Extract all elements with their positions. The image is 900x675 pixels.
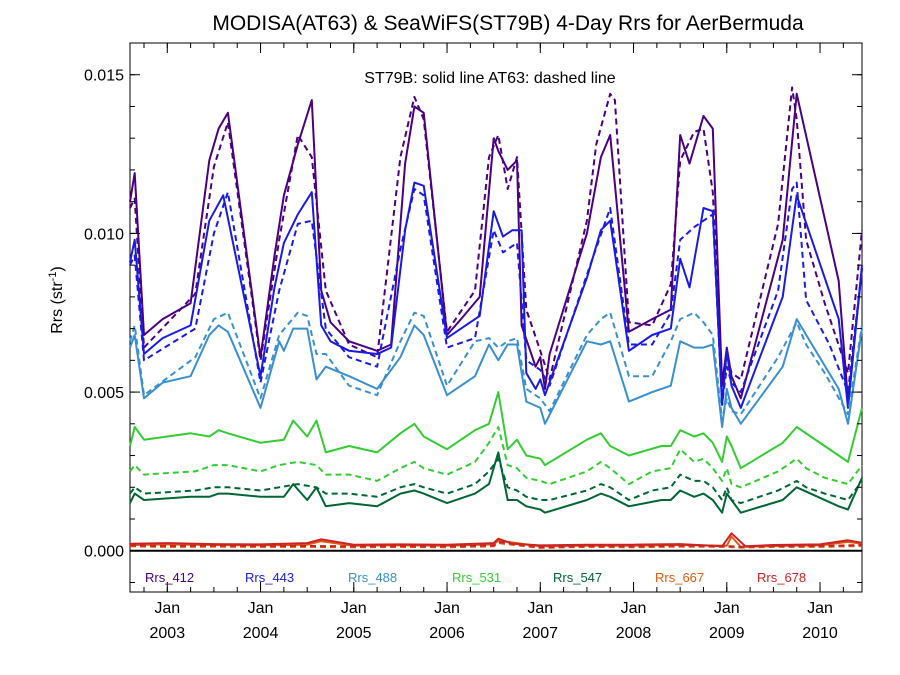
series-rrs-531-st79b-line [129,391,863,470]
x-tick-year-label: 2009 [709,625,745,642]
y-tick-label: 0.005 [84,385,124,402]
x-tick-year-label: 2008 [616,625,652,642]
legend-entry: Rrs_667 [655,570,704,585]
x-tick-month-label: Jan [434,600,460,617]
series-rrs-488-at63-line [129,311,863,422]
y-axis-label-close: ) [49,266,66,271]
y-axis: 0.000 0.005 0.010 0.015 [84,68,862,583]
legend-entry: Rrs_678 [757,570,806,585]
line-style-annotation: ST79B: solid line AT63: dashed line [364,70,616,87]
series-rrs-547-st79b-line [129,451,863,514]
x-tick-month-label: Jan [248,600,274,617]
series-rrs-531-at63-line [129,426,863,489]
legend: Rrs_412 Rrs_443 Rrs_488 Rrs_531 Rrs_547 Rrs_6… [145,570,806,585]
y-tick-label: 0.015 [84,68,124,85]
plot-frame [129,42,863,593]
x-tick-year-label: 2003 [150,625,186,642]
legend-entry: Rrs_488 [348,570,397,585]
x-tick-year-label: 2007 [522,625,558,642]
series-rrs-412-at63-line [129,86,863,381]
series-rrs-443-at63-line [129,181,863,406]
x-tick-month-label: Jan [154,600,180,617]
x-tick-month-label: Jan [527,600,553,617]
series-rrs-547-at63-line [129,457,863,505]
y-tick-label: 0.010 [84,226,124,243]
x-tick-year-label: 2005 [336,625,372,642]
y-axis-label-text: Rrs (str [49,281,66,334]
legend-entry: Rrs_547 [553,570,602,585]
series-rrs-678-at63-line [129,540,863,549]
x-tick-month-label: Jan [341,600,367,617]
x-tick-month-label: Jan [714,600,740,617]
series-layer [129,86,863,549]
legend-entry: Rrs_443 [245,570,294,585]
y-axis-label-superscript: -1 [47,272,59,282]
legend-entry: Rrs_412 [145,570,194,585]
x-tick-month-label: Jan [621,600,647,617]
x-tick-year-label: 2004 [243,625,279,642]
x-tick-year-label: 2006 [429,625,465,642]
y-tick-label: 0.000 [84,544,124,561]
x-tick-month-label: Jan [807,600,833,617]
x-tick-year-label: 2010 [802,625,838,642]
y-axis-label: Rrs (str-1) [47,266,66,334]
plot-area [129,42,863,593]
series-rrs-678-st79b-line [129,532,863,548]
chart-title: MODISA(AT63) & SeaWiFS(ST79B) 4-Day Rrs … [212,12,804,35]
legend-entry: Rrs_531 [452,570,501,585]
x-axis: Jan 2003 Jan 2004 Jan 2005 Jan 2006 Jan 2007 Jan 20… [143,43,844,642]
